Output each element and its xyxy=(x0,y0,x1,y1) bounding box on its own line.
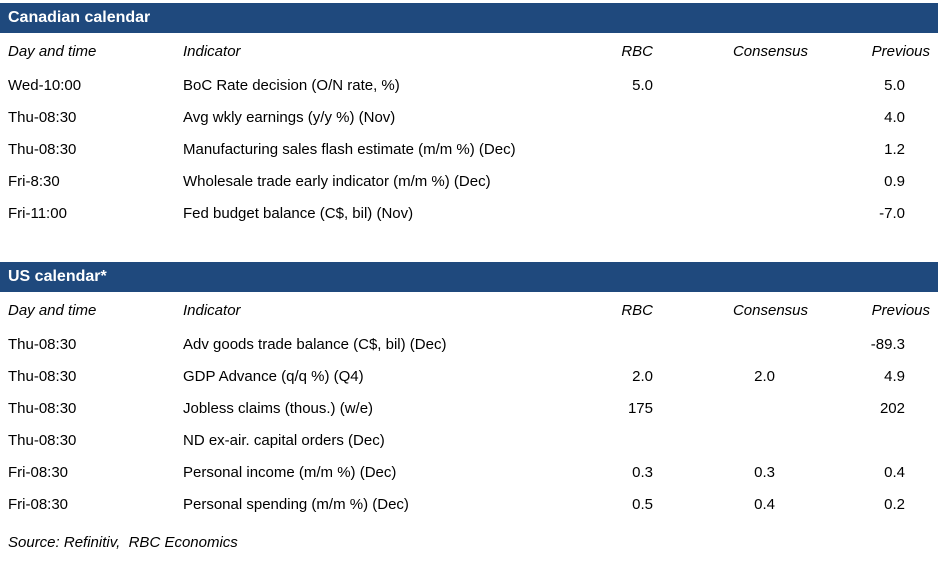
table-row: Thu-08:30 Adv goods trade balance (C$, b… xyxy=(0,328,938,360)
cell-indicator: BoC Rate decision (O/N rate, %) xyxy=(183,76,400,94)
table-row: Fri-11:00 Fed budget balance (C$, bil) (… xyxy=(0,197,938,229)
cell-rbc: 5.0 xyxy=(632,76,653,94)
us-calendar-section: US calendar* Day and time Indicator RBC … xyxy=(0,262,938,520)
table-row: Thu-08:30 Avg wkly earnings (y/y %) (Nov… xyxy=(0,101,938,133)
cell-consensus xyxy=(653,101,808,133)
col-header-day: Day and time xyxy=(8,301,97,319)
cell-previous: -89.3 xyxy=(870,335,905,353)
cell-rbc: 2.0 xyxy=(632,367,653,385)
cell-day: Fri-11:00 xyxy=(8,204,67,222)
cell-previous: 202 xyxy=(879,399,905,417)
cell-rbc: 0.5 xyxy=(632,495,653,513)
cell-consensus xyxy=(653,392,808,424)
cell-previous: 0.4 xyxy=(884,463,905,481)
cell-day: Thu-08:30 xyxy=(8,431,77,449)
cell-indicator: Jobless claims (thous.) (w/e) xyxy=(183,399,374,417)
cell-rbc xyxy=(563,101,653,133)
column-header-row: Day and time Indicator RBC Consensus Pre… xyxy=(0,33,938,69)
table-row: Fri-08:30 Personal spending (m/m %) (Dec… xyxy=(0,488,938,520)
col-header-rbc: RBC xyxy=(621,301,653,319)
cell-day: Thu-08:30 xyxy=(8,108,77,126)
canadian-calendar-section: Canadian calendar Day and time Indicator… xyxy=(0,3,938,229)
cell-indicator: Personal spending (m/m %) (Dec) xyxy=(183,495,409,513)
cell-consensus xyxy=(653,328,808,360)
cell-previous: 5.0 xyxy=(884,76,905,94)
table-row: Thu-08:30 Manufacturing sales flash esti… xyxy=(0,133,938,165)
cell-rbc: 0.3 xyxy=(632,463,653,481)
table-row: Wed-10:00 BoC Rate decision (O/N rate, %… xyxy=(0,69,938,101)
cell-previous: 0.9 xyxy=(884,172,905,190)
cell-previous: -7.0 xyxy=(879,204,905,222)
cell-previous: 0.2 xyxy=(884,495,905,513)
cell-indicator: Personal income (m/m %) (Dec) xyxy=(183,463,397,481)
cell-previous: 4.9 xyxy=(884,367,905,385)
cell-indicator: GDP Advance (q/q %) (Q4) xyxy=(183,367,364,385)
col-header-day: Day and time xyxy=(8,42,97,60)
cell-indicator: ND ex-air. capital orders (Dec) xyxy=(183,431,385,449)
table-row: Fri-08:30 Personal income (m/m %) (Dec) … xyxy=(0,456,938,488)
cell-rbc xyxy=(563,328,653,360)
table-row: Thu-08:30 GDP Advance (q/q %) (Q4) 2.0 2… xyxy=(0,360,938,392)
cell-day: Fri-8:30 xyxy=(8,172,60,190)
cell-consensus xyxy=(653,197,808,229)
cell-day: Thu-08:30 xyxy=(8,399,77,417)
cell-day: Wed-10:00 xyxy=(8,76,82,94)
cell-indicator: Adv goods trade balance (C$, bil) (Dec) xyxy=(183,335,447,353)
canadian-calendar-table: Day and time Indicator RBC Consensus Pre… xyxy=(0,33,938,229)
cell-consensus xyxy=(653,133,808,165)
cell-rbc: 175 xyxy=(627,399,653,417)
cell-rbc xyxy=(563,197,653,229)
us-calendar-title-bar: US calendar* xyxy=(0,262,938,292)
table-row: Thu-08:30 ND ex-air. capital orders (Dec… xyxy=(0,424,938,456)
cell-indicator: Fed budget balance (C$, bil) (Nov) xyxy=(183,204,414,222)
cell-indicator: Manufacturing sales flash estimate (m/m … xyxy=(183,140,516,158)
canadian-calendar-title-bar: Canadian calendar xyxy=(0,3,938,33)
col-header-consensus: Consensus xyxy=(732,301,808,319)
cell-rbc xyxy=(563,165,653,197)
cell-previous: 4.0 xyxy=(884,108,905,126)
cell-rbc xyxy=(563,133,653,165)
col-header-previous: Previous xyxy=(871,301,930,319)
cell-day: Thu-08:30 xyxy=(8,140,77,158)
cell-day: Fri-08:30 xyxy=(8,463,69,481)
col-header-indicator: Indicator xyxy=(183,301,241,319)
cell-indicator: Wholesale trade early indicator (m/m %) … xyxy=(183,172,491,190)
table-row: Fri-8:30 Wholesale trade early indicator… xyxy=(0,165,938,197)
cell-day: Fri-08:30 xyxy=(8,495,69,513)
col-header-previous: Previous xyxy=(871,42,930,60)
col-header-rbc: RBC xyxy=(621,42,653,60)
cell-consensus: 0.4 xyxy=(754,495,775,513)
cell-rbc xyxy=(563,424,653,456)
table-row: Thu-08:30 Jobless claims (thous.) (w/e) … xyxy=(0,392,938,424)
cell-consensus xyxy=(653,69,808,101)
cell-previous: 1.2 xyxy=(884,140,905,158)
section-title: US calendar* xyxy=(8,268,107,285)
us-calendar-table: Day and time Indicator RBC Consensus Pre… xyxy=(0,292,938,520)
col-header-consensus: Consensus xyxy=(732,42,808,60)
cell-consensus xyxy=(653,165,808,197)
column-header-row: Day and time Indicator RBC Consensus Pre… xyxy=(0,292,938,328)
cell-previous xyxy=(808,424,938,456)
cell-day: Thu-08:30 xyxy=(8,367,77,385)
cell-day: Thu-08:30 xyxy=(8,335,77,353)
cell-indicator: Avg wkly earnings (y/y %) (Nov) xyxy=(183,108,396,126)
source-note: Source: Refinitiv, RBC Economics xyxy=(8,534,238,551)
section-title: Canadian calendar xyxy=(8,9,151,26)
cell-consensus xyxy=(653,424,808,456)
cell-consensus: 0.3 xyxy=(754,463,775,481)
cell-consensus: 2.0 xyxy=(754,367,775,385)
col-header-indicator: Indicator xyxy=(183,42,241,60)
